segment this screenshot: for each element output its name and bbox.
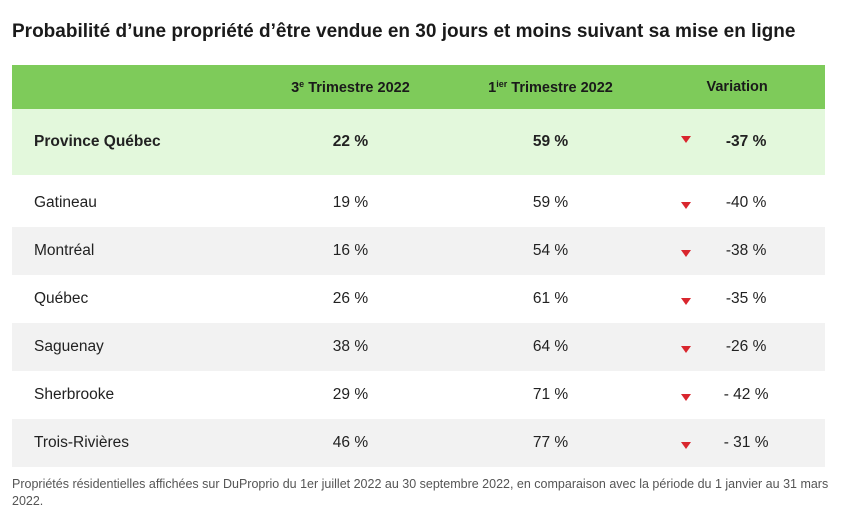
down-arrow-icon	[681, 442, 692, 449]
q3-cell: 29 %	[332, 386, 369, 403]
variation-cell: -38 %	[649, 242, 825, 260]
table-row: Sherbrooke 29 % 71 % - 42 %	[12, 371, 825, 419]
q1-cell: 71 %	[532, 386, 569, 403]
down-arrow-icon	[681, 202, 692, 209]
table-row: Trois-Rivières 46 % 77 % - 31 %	[12, 419, 825, 467]
q1-cell: 77 %	[532, 434, 569, 451]
region-cell: Province Québec	[34, 133, 161, 150]
variation-cell: -37 %	[649, 133, 825, 151]
variation-cell: -40 %	[649, 194, 825, 212]
header-q3-2022: 3e Trimestre 2022	[291, 78, 410, 96]
q3-cell: 22 %	[332, 133, 369, 150]
q1-cell: 59 %	[532, 133, 569, 150]
q1-cell: 64 %	[532, 338, 569, 355]
region-cell: Trois-Rivières	[34, 434, 130, 451]
down-arrow-icon	[681, 298, 692, 305]
q1-cell: 61 %	[532, 290, 569, 307]
header-variation: Variation	[706, 79, 768, 95]
down-arrow-icon	[681, 136, 692, 143]
down-arrow-icon	[681, 346, 692, 353]
region-cell: Sherbrooke	[34, 386, 115, 403]
q3-cell: 16 %	[332, 242, 369, 259]
q1-cell: 59 %	[532, 194, 569, 211]
header-q1-2022: 1ier Trimestre 2022	[488, 78, 613, 96]
region-cell: Saguenay	[34, 338, 104, 355]
table-row: Saguenay 38 % 64 % -26 %	[12, 323, 825, 371]
variation-cell: - 31 %	[649, 434, 825, 452]
down-arrow-icon	[681, 250, 692, 257]
q3-cell: 26 %	[332, 290, 369, 307]
q3-cell: 19 %	[332, 194, 369, 211]
variation-cell: -35 %	[649, 290, 825, 308]
region-cell: Québec	[34, 290, 89, 307]
table-row: Gatineau 19 % 59 % -40 %	[12, 179, 825, 227]
footnote: Propriétés résidentielles affichées sur …	[12, 477, 829, 508]
variation-cell: -26 %	[649, 338, 825, 356]
table-row-province: Province Québec 22 % 59 % -37 %	[12, 109, 825, 175]
q1-cell: 54 %	[532, 242, 569, 259]
q3-cell: 38 %	[332, 338, 369, 355]
table-row: Québec 26 % 61 % -35 %	[12, 275, 825, 323]
down-arrow-icon	[681, 394, 692, 401]
table-row: Montréal 16 % 54 % -38 %	[12, 227, 825, 275]
q3-cell: 46 %	[332, 434, 369, 451]
region-cell: Montréal	[34, 242, 95, 259]
region-cell: Gatineau	[34, 194, 97, 211]
chart-title: Probabilité d’une propriété d’être vendu…	[12, 21, 796, 42]
variation-cell: - 42 %	[649, 386, 825, 404]
table-header: 3e Trimestre 2022 1ier Trimestre 2022 Va…	[12, 65, 825, 109]
data-table: 3e Trimestre 2022 1ier Trimestre 2022 Va…	[12, 65, 825, 467]
